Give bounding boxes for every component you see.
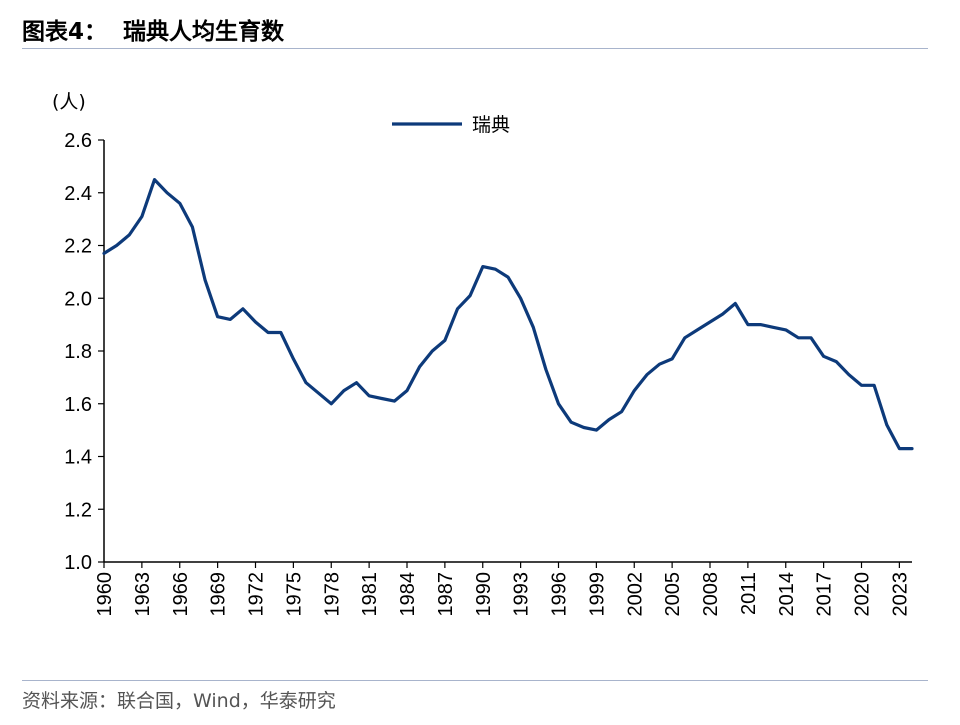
chart-axes <box>103 140 912 563</box>
top-divider <box>22 48 928 49</box>
x-tick-label: 1978 <box>321 572 343 617</box>
x-axis-ticks: 1960 1963 1966 1969 1972 1975 1978 1981 1984 1987… <box>94 562 911 617</box>
series-lines <box>102 178 914 451</box>
chart-legend: 瑞典 <box>392 114 510 136</box>
x-tick-label: 2014 <box>776 572 798 617</box>
x-tick-label: 1963 <box>132 572 154 617</box>
x-tick-label: 1975 <box>283 572 305 617</box>
x-tick-label: 1984 <box>397 572 419 617</box>
x-tick-label: 1987 <box>435 572 457 617</box>
x-tick-label: 1969 <box>208 572 230 617</box>
y-tick-label: 1.4 <box>64 447 92 469</box>
x-tick-label: 2011 <box>738 572 760 615</box>
x-tick-label: 1990 <box>473 572 495 617</box>
y-tick-label: 2.4 <box>64 183 92 205</box>
y-tick-label: 2.6 <box>64 130 92 152</box>
x-tick-label: 1981 <box>359 572 381 617</box>
x-tick-label: 2002 <box>624 572 646 617</box>
x-tick-label: 1999 <box>586 572 608 617</box>
x-tick-label: 1966 <box>170 572 192 617</box>
y-tick-label: 2.2 <box>64 236 92 258</box>
series-line <box>102 178 914 451</box>
bottom-divider <box>22 680 928 681</box>
x-tick-label: 1960 <box>94 572 116 617</box>
x-tick-label: 2005 <box>662 572 684 617</box>
source-note: 资料来源：联合国，Wind，华泰研究 <box>22 690 336 712</box>
y-tick-label: 1.6 <box>64 394 92 416</box>
x-tick-label: 2020 <box>852 572 874 617</box>
y-axis-ticks: 1.0 1.2 1.4 1.6 1.8 2.0 2.2 2.4 2.6 <box>64 130 104 574</box>
x-tick-label: 1972 <box>246 572 268 617</box>
y-tick-label: 1.8 <box>64 341 92 363</box>
y-tick-label: 1.2 <box>64 499 92 521</box>
x-tick-label: 1996 <box>549 572 571 617</box>
legend-label: 瑞典 <box>472 114 510 136</box>
y-tick-label: 2.0 <box>64 288 92 310</box>
y-axis-unit: (人) <box>52 91 86 113</box>
line-chart: 1.0 1.2 1.4 1.6 1.8 2.0 2.2 2.4 2.6 1960 1963 1966… <box>52 91 914 617</box>
x-tick-label: 2017 <box>814 572 836 617</box>
chart-title: 图表4： 瑞典人均生育数 <box>22 19 285 45</box>
x-tick-label: 2008 <box>700 572 722 617</box>
x-tick-label: 2023 <box>889 572 911 617</box>
x-tick-label: 1993 <box>511 572 533 617</box>
y-tick-label: 1.0 <box>64 552 92 574</box>
